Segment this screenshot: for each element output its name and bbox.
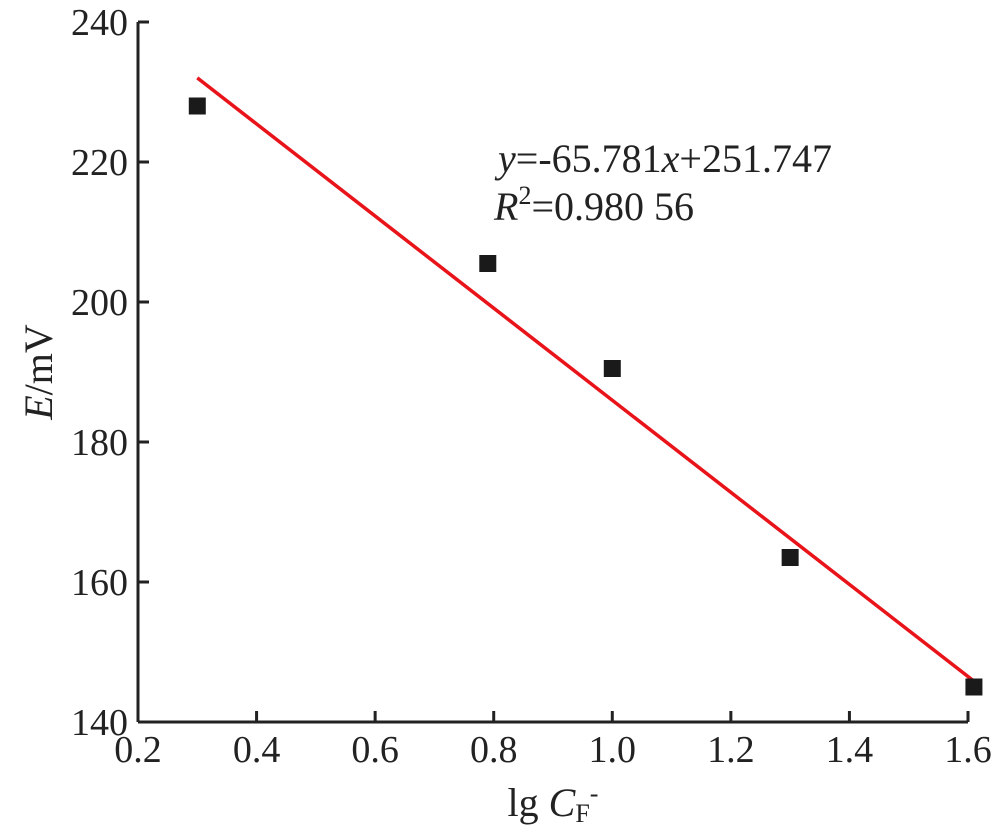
x-tick-label: 1.2 [707, 729, 755, 771]
y-tick-label: 180 [71, 422, 128, 464]
y-tick-label: 220 [71, 142, 128, 184]
x-title-var: C [549, 780, 577, 825]
eq-mid: =-65.781 [516, 136, 662, 181]
x-title-sup: - [590, 779, 599, 808]
x-tick-label: 1.4 [826, 729, 874, 771]
eq-end: +251.747 [679, 136, 832, 181]
eq-y-var: y [494, 136, 516, 181]
fit-line [196, 76, 976, 683]
data-point [479, 255, 497, 272]
fit-line-group [196, 76, 976, 683]
data-point [781, 549, 799, 566]
r-var: R [493, 184, 518, 229]
data-point [188, 97, 206, 115]
x-tick-label: 1.0 [589, 729, 637, 771]
y-title-rest: /mV [16, 324, 61, 395]
data-point [603, 360, 621, 377]
x-tick-label: 0.2 [114, 729, 162, 771]
x-title-sub: F [575, 799, 589, 828]
x-tick-label: 0.8 [470, 729, 518, 771]
x-axis-title: lg CF- [508, 779, 599, 828]
data-points [188, 97, 983, 696]
y-axis-title: E/mV [16, 324, 61, 421]
r-value: =0.980 56 [531, 184, 694, 229]
y-tick-label: 240 [71, 2, 128, 44]
y-tick-label: 140 [71, 702, 128, 744]
data-point [965, 678, 983, 696]
eq-x-var: x [661, 136, 680, 181]
r-sup: 2 [518, 181, 531, 210]
y-tick-label: 200 [71, 282, 128, 324]
axes [136, 22, 968, 724]
r-squared: R2=0.980 56 [493, 181, 694, 229]
y-tick-label: 160 [71, 562, 128, 604]
y-title-var: E [16, 395, 61, 420]
y-ticks: 140 160 180 200 220 240 [71, 2, 149, 744]
x-tick-label: 0.4 [233, 729, 281, 771]
x-tick-label: 1.6 [944, 729, 992, 771]
fit-equation: y=-65.781x+251.747 [494, 136, 832, 181]
x-ticks: 0.2 0.4 0.6 0.8 1.0 1.2 1.4 1.6 [114, 711, 992, 771]
x-tick-label: 0.6 [351, 729, 399, 771]
x-title-prefix: lg [508, 780, 549, 825]
